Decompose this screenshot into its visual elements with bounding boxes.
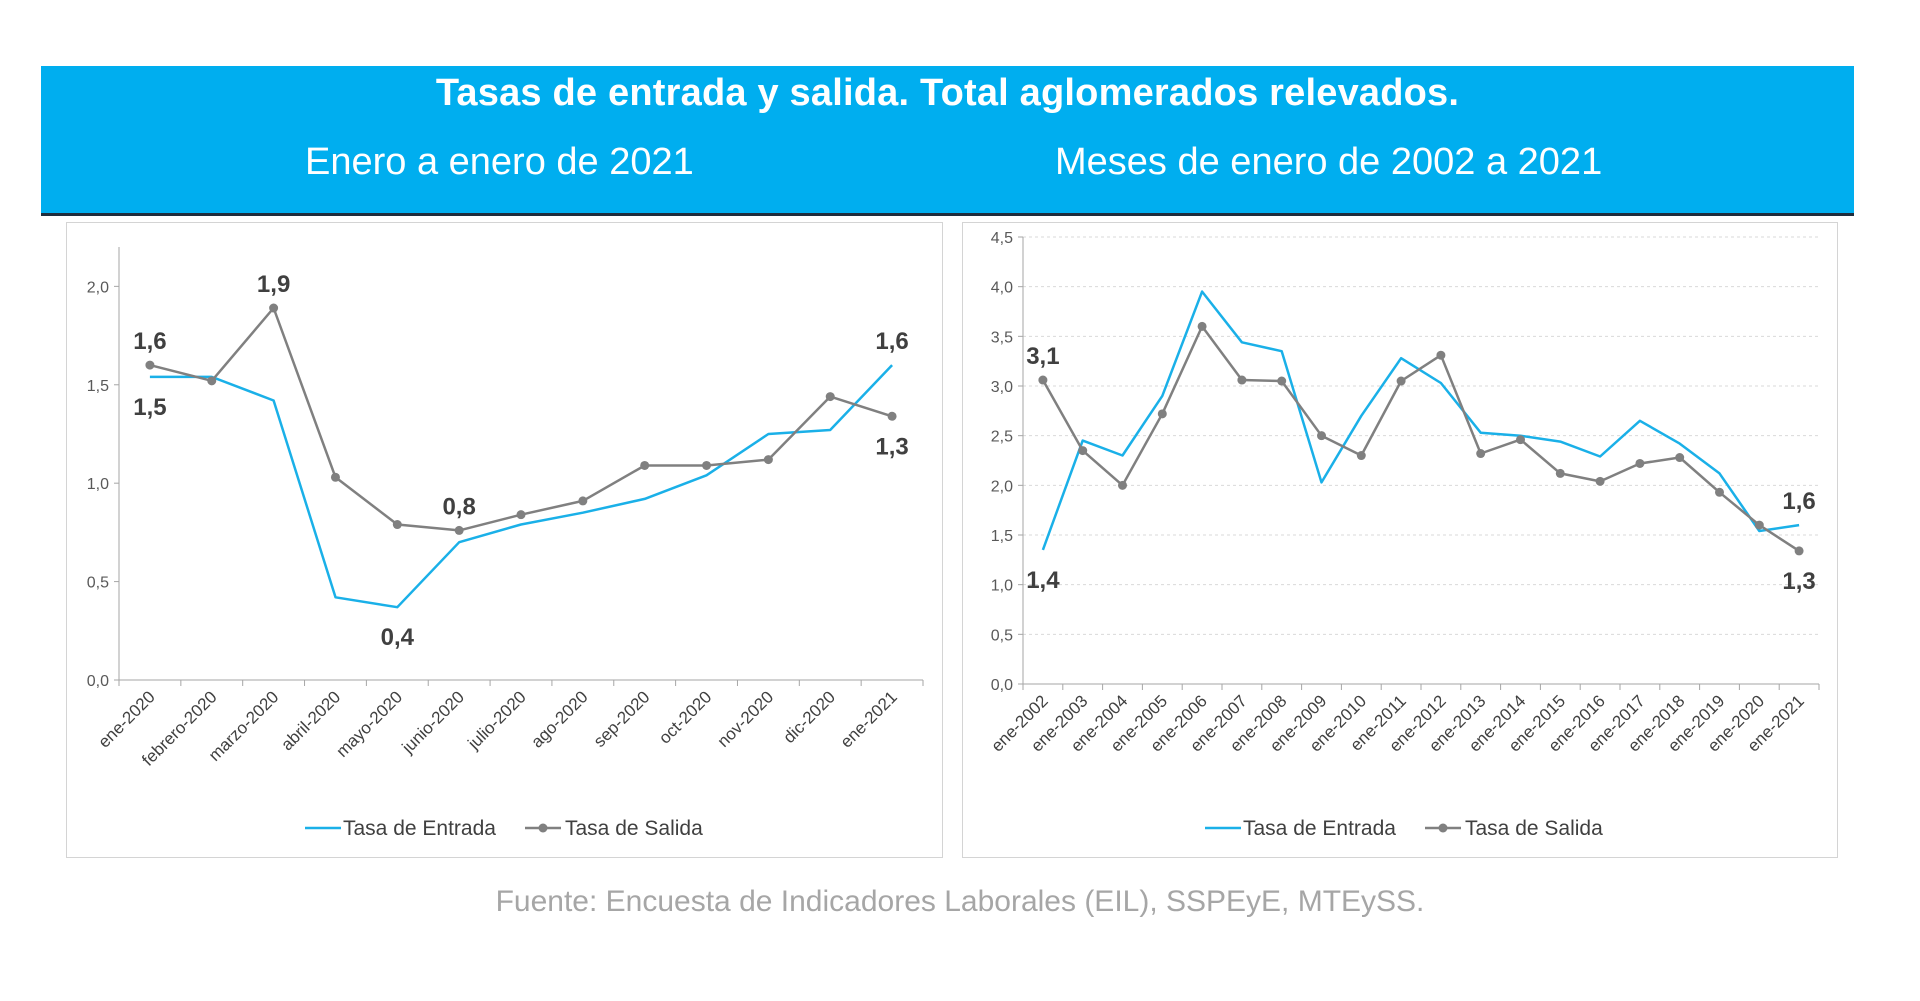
y-tick-label: 2,0 [991, 478, 1013, 495]
left-chart-subtitle: Enero a enero de 2021 [305, 141, 694, 183]
tasa-salida-point [1754, 520, 1764, 530]
january-rates-plot: 0,00,51,01,52,02,53,03,54,04,5ene-2002en… [987, 230, 1820, 840]
y-tick-label: 1,5 [87, 378, 109, 395]
source-note: Fuente: Encuesta de Indicadores Laborale… [495, 885, 1425, 918]
data-label: 1,6 [1782, 488, 1815, 515]
tasa-salida-point [578, 496, 588, 506]
tasa-salida-point [145, 360, 155, 370]
tasa-salida-point [1715, 487, 1724, 497]
tasa-salida-point [269, 303, 279, 313]
y-tick-label: 1,5 [991, 528, 1013, 545]
legend-label-entrada: Tasa de Entrada [1243, 817, 1396, 840]
tasa-salida-point [516, 510, 526, 520]
x-tick-label: oct-2020 [655, 687, 715, 747]
monthly-rates-plot: 0,00,51,01,52,0ene-2020febrero-2020marzo… [87, 247, 924, 840]
legend-marker-salida [538, 823, 548, 833]
x-tick-label: ago-2020 [527, 687, 591, 751]
x-tick-label: ene-2020 [95, 687, 159, 751]
y-tick-label: 3,0 [991, 379, 1013, 396]
tasa-salida-point [1078, 446, 1088, 456]
tasa-salida-point [1396, 376, 1406, 386]
y-tick-label: 0,5 [991, 627, 1013, 644]
title-banner: Tasas de entrada y salida. Total aglomer… [41, 66, 1854, 216]
tasa-salida-point [454, 525, 464, 535]
tasa-salida-point [1317, 431, 1326, 441]
data-label: 1,6 [875, 328, 908, 355]
tasa-salida-point [1516, 435, 1525, 445]
data-label: 0,4 [381, 624, 415, 651]
y-tick-label: 2,0 [87, 279, 109, 296]
tasa-salida-point [763, 455, 773, 465]
legend-marker-salida [1438, 823, 1448, 833]
tasa-salida-point [1635, 458, 1645, 468]
tasa-salida-point [1794, 546, 1804, 556]
data-label: 1,3 [875, 433, 908, 460]
legend-label-salida: Tasa de Salida [565, 817, 703, 840]
y-tick-label: 0,5 [87, 575, 109, 592]
monthly-rates-chart: 0,0 0,5 1,0 1,5 2,0 ene-2020 febrero-2020 marzo… [66, 222, 943, 858]
tasa-salida-point [825, 392, 835, 402]
tasa-salida-point [1555, 468, 1565, 478]
tasa-salida-point [1675, 453, 1685, 463]
tasa-salida-point [640, 460, 650, 470]
tasa-salida-point [1197, 321, 1207, 331]
y-tick-label: 3,5 [991, 329, 1013, 346]
tasa-salida-point [1356, 451, 1366, 461]
tasa-salida-point [1157, 409, 1167, 419]
tasa-salida-point [330, 472, 340, 482]
tasa-salida-point [1237, 375, 1247, 385]
x-tick-label: sep-2020 [590, 687, 654, 751]
legend-label-salida: Tasa de Salida [1465, 817, 1603, 840]
legend-label-entrada: Tasa de Entrada [343, 817, 496, 840]
tasa-salida-point [392, 520, 402, 530]
tasa-salida-point [1476, 449, 1486, 459]
tasa-salida-point [1595, 476, 1605, 486]
y-tick-label: 2,5 [991, 429, 1013, 446]
january-rates-chart: 0,0 0,5 1,0 1,5 2,0 2,5 3,0 3,5 4,0 4,5 ene-2002 en… [962, 222, 1838, 858]
x-tick-label: dic-2020 [780, 687, 840, 747]
tasa-salida-point [1118, 480, 1127, 490]
tasa-salida-line [149, 306, 893, 532]
y-tick-label: 0,0 [87, 673, 109, 690]
tasa-salida-point [207, 376, 217, 386]
data-label: 1,9 [257, 271, 290, 298]
tasa-entrada-line [149, 364, 894, 609]
x-tick-label: nov-2020 [714, 687, 778, 751]
data-label: 3,1 [1026, 343, 1059, 370]
data-label: 0,8 [442, 493, 475, 520]
x-tick-label: abril-2020 [277, 687, 344, 754]
y-tick-label: 1,0 [991, 578, 1013, 595]
tasa-salida-point [1277, 376, 1287, 386]
chart-title: Tasas de entrada y salida. Total aglomer… [435, 72, 1460, 114]
tasa-salida-point [702, 460, 712, 470]
data-label: 1,5 [133, 394, 166, 421]
data-label: 1,3 [1782, 568, 1815, 595]
tasa-salida-point [1436, 350, 1446, 360]
y-tick-label: 4,0 [991, 280, 1013, 297]
y-tick-label: 1,0 [87, 476, 109, 493]
x-tick-label: ene-2021 [837, 687, 901, 751]
y-tick-label: 0,0 [991, 677, 1013, 694]
y-tick-label: 4,5 [991, 230, 1013, 247]
tasa-salida-point [1038, 375, 1048, 385]
tasa-entrada-line [1041, 290, 1800, 551]
data-label: 1,4 [1026, 567, 1060, 594]
tasa-salida-line [1041, 325, 1800, 552]
x-tick-label: julio-2020 [464, 687, 530, 753]
right-chart-subtitle: Meses de enero de 2002 a 2021 [1055, 141, 1603, 183]
tasa-salida-point [887, 411, 897, 421]
x-tick-label: junio-2020 [398, 687, 468, 757]
data-label: 1,6 [133, 328, 166, 355]
x-tick-label: mayo-2020 [333, 687, 407, 761]
